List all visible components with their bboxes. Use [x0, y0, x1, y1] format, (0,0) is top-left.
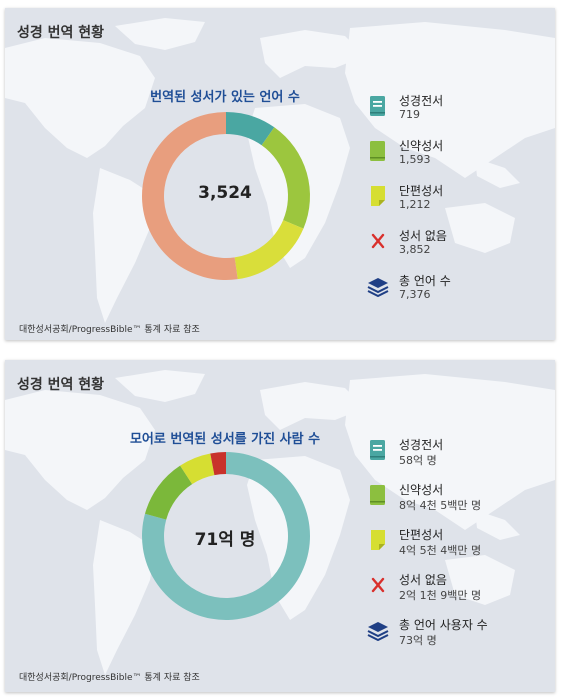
legend-value: 7,376	[399, 288, 431, 301]
page-icon	[371, 530, 385, 550]
donut-center-label: 71억 명	[194, 530, 256, 550]
donut-slice-4	[142, 112, 238, 280]
book-icon	[370, 96, 385, 116]
source-note: 대한성서공회/ProgressBible™ 통계 자료 참조	[19, 673, 200, 683]
world-map-background	[5, 370, 555, 675]
legend-value: 4억 5천 4백만 명	[399, 544, 482, 557]
legend: 성경전서 719 신약성서 1,593 단편성서 1,212 성서 없음 3,8…	[365, 92, 550, 317]
world-map-background	[5, 18, 555, 323]
legend: 성경전서 58억 명 신약성서 8억 4천 5백만 명 단편성서 4억 5천 4…	[365, 436, 550, 661]
legend-value: 3,852	[399, 243, 431, 256]
legend-item-bible: 성경전서 58억 명	[365, 436, 550, 481]
source-note: 대한성서공회/ProgressBible™ 통계 자료 참조	[19, 325, 200, 335]
donut-chart	[142, 112, 310, 280]
legend-label: 성경전서	[399, 94, 444, 108]
donut-slice-3	[180, 453, 215, 485]
legend-item-total: 총 언어 수 7,376	[365, 272, 550, 317]
legend-value: 58억 명	[399, 454, 437, 467]
panel-title: 성경 번역 현황	[17, 377, 105, 393]
legend-item-none: 성서 없음 2억 1천 9백만 명	[365, 571, 550, 616]
legend-value: 2억 1천 9백만 명	[399, 589, 482, 602]
legend-label: 단편성서	[399, 528, 444, 542]
book-icon	[370, 440, 385, 460]
legend-item-portion: 단편성서 1,212	[365, 182, 550, 227]
legend-value: 719	[399, 108, 420, 121]
legend-label: 단편성서	[399, 184, 444, 198]
layers-icon	[367, 278, 389, 297]
legend-value: 8억 4천 5백만 명	[399, 499, 482, 512]
legend-value: 73억 명	[399, 634, 437, 647]
donut-slice-2	[261, 127, 310, 229]
page-icon	[371, 186, 385, 206]
donut-slice-1	[226, 112, 275, 146]
legend-item-total: 총 언어 사용자 수 73억 명	[365, 616, 550, 661]
legend-label: 성경전서	[399, 438, 444, 452]
legend-label: 총 언어 사용자 수	[399, 618, 488, 632]
donut-slice-3	[234, 220, 304, 280]
donut-slice-2	[144, 465, 193, 520]
legend-item-portion: 단편성서 4억 5천 4백만 명	[365, 526, 550, 571]
legend-item-none: 성서 없음 3,852	[365, 227, 550, 272]
legend-item-new-testament: 신약성서 1,593	[365, 137, 550, 182]
languages-panel: 성경 번역 현황 번역된 성서가 있는 언어 수 3,524 성경전서 719 …	[5, 8, 555, 340]
legend-label: 신약성서	[399, 483, 444, 497]
x-icon	[371, 577, 385, 593]
donut-slice-4	[210, 452, 226, 476]
legend-label: 성서 없음	[399, 573, 447, 587]
chart-title: 번역된 성서가 있는 언어 수	[150, 90, 300, 105]
donut-center-label: 3,524	[198, 183, 252, 203]
panel-title: 성경 번역 현황	[17, 25, 105, 41]
layers-icon	[367, 622, 389, 641]
legend-item-bible: 성경전서 719	[365, 92, 550, 137]
legend-value: 1,593	[399, 153, 431, 166]
legend-label: 총 언어 수	[399, 274, 451, 288]
legend-value: 1,212	[399, 198, 431, 211]
legend-label: 성서 없음	[399, 229, 447, 243]
speakers-panel: 성경 번역 현황 모어로 번역된 성서를 가진 사람 수 71억 명 성경전서 …	[5, 360, 555, 692]
book-icon	[370, 141, 385, 161]
chart-title: 모어로 번역된 성서를 가진 사람 수	[129, 432, 321, 447]
book-icon	[370, 485, 385, 505]
legend-label: 신약성서	[399, 139, 444, 153]
x-icon	[371, 233, 385, 249]
legend-item-new-testament: 신약성서 8억 4천 5백만 명	[365, 481, 550, 526]
donut-chart	[142, 452, 311, 620]
